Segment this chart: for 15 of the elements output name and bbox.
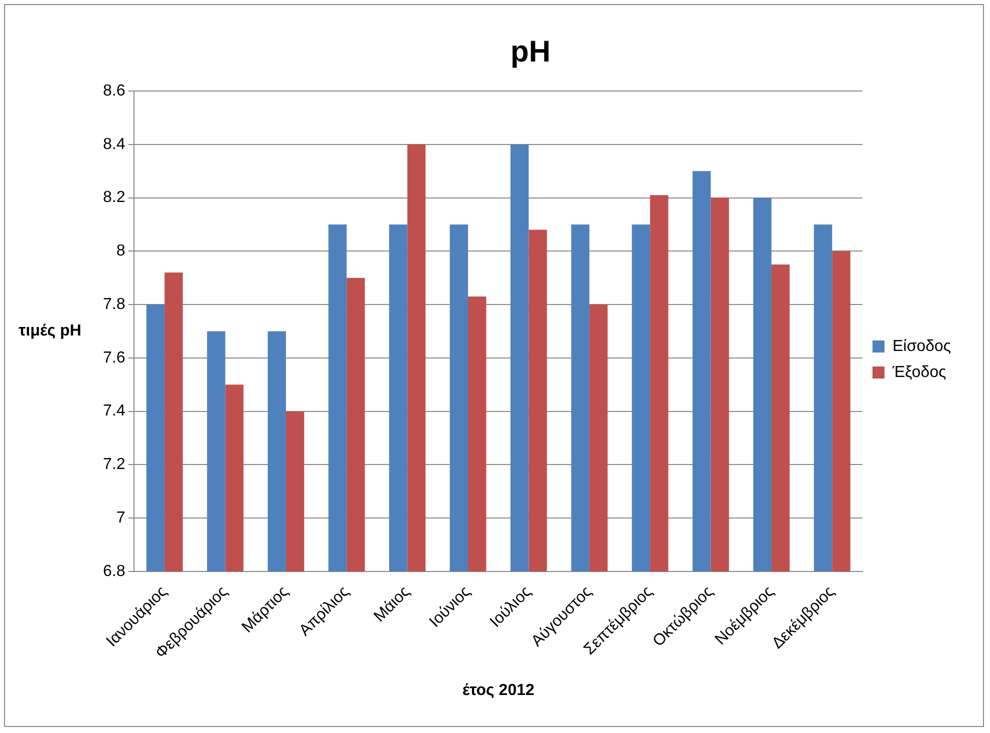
- y-tick-label: 8.6: [102, 82, 126, 100]
- y-tick-label: 7.6: [102, 349, 126, 366]
- y-axis-title: τιμές pH: [18, 322, 82, 340]
- y-tick-label: 8: [116, 242, 126, 260]
- y-tick-label: 7.2: [102, 456, 126, 474]
- legend-label: Έξοδος: [891, 364, 946, 381]
- x-axis-title: έτος 2012: [462, 682, 534, 699]
- chart-title: pH: [510, 35, 550, 68]
- legend-label: Είσοδος: [892, 338, 952, 355]
- y-tick-label: 7.4: [102, 402, 126, 420]
- y-tick-label: 7.8: [102, 296, 126, 313]
- y-tick-label: 6.8: [102, 562, 126, 580]
- y-tick-label: 7: [116, 510, 126, 527]
- y-tick-label: 8.2: [102, 189, 126, 206]
- y-tick-label: 8.4: [102, 136, 126, 153]
